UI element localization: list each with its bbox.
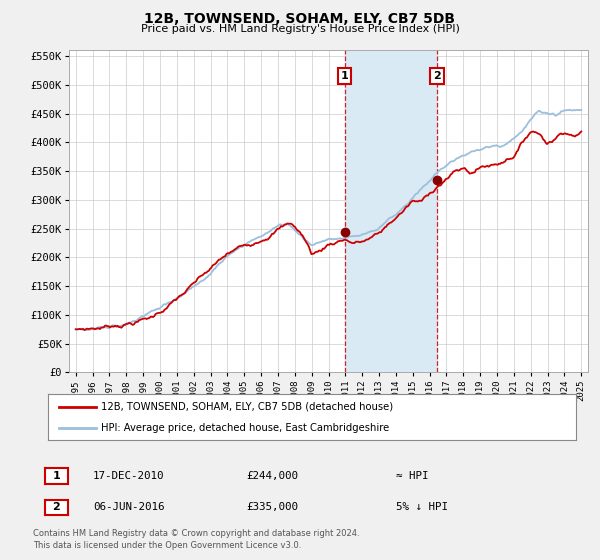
Text: 12B, TOWNSEND, SOHAM, ELY, CB7 5DB (detached house): 12B, TOWNSEND, SOHAM, ELY, CB7 5DB (deta… [101,402,393,412]
Text: 06-JUN-2016: 06-JUN-2016 [93,502,164,512]
Text: 12B, TOWNSEND, SOHAM, ELY, CB7 5DB: 12B, TOWNSEND, SOHAM, ELY, CB7 5DB [145,12,455,26]
Text: This data is licensed under the Open Government Licence v3.0.: This data is licensed under the Open Gov… [33,541,301,550]
Text: 5% ↓ HPI: 5% ↓ HPI [396,502,448,512]
Bar [344,50,437,372]
Text: 2: 2 [433,71,441,81]
Text: 1: 1 [341,71,349,81]
Text: Contains HM Land Registry data © Crown copyright and database right 2024.: Contains HM Land Registry data © Crown c… [33,529,359,538]
Text: 17-DEC-2010: 17-DEC-2010 [93,471,164,481]
Text: ≈ HPI: ≈ HPI [396,471,428,481]
Text: 1: 1 [53,471,60,481]
Text: Price paid vs. HM Land Registry's House Price Index (HPI): Price paid vs. HM Land Registry's House … [140,24,460,34]
Text: £335,000: £335,000 [246,502,298,512]
Text: 2: 2 [53,502,60,512]
Text: £244,000: £244,000 [246,471,298,481]
Text: HPI: Average price, detached house, East Cambridgeshire: HPI: Average price, detached house, East… [101,423,389,433]
